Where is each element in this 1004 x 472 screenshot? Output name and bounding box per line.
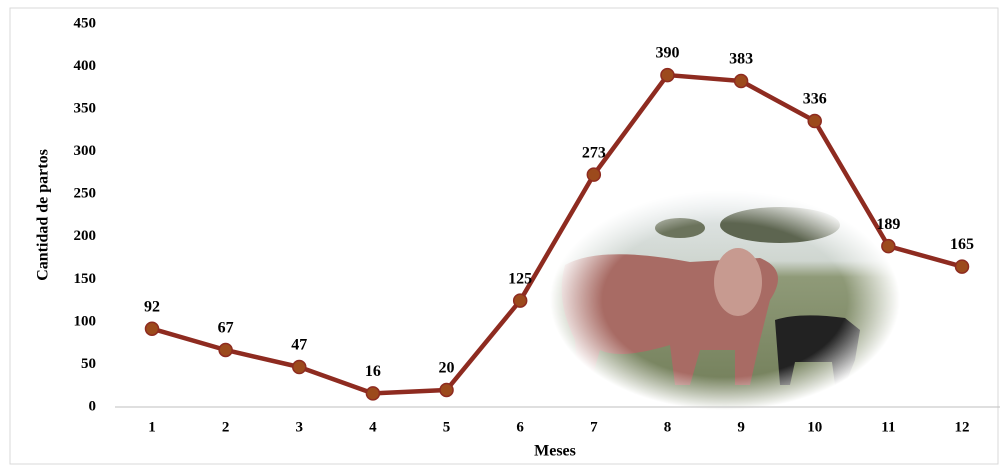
- data-label: 125: [508, 270, 532, 287]
- y-tick-label: 200: [74, 228, 97, 244]
- data-point: [586, 167, 602, 182]
- data-label: 273: [582, 144, 606, 161]
- x-tick-label: 8: [664, 419, 672, 435]
- data-point: [807, 113, 822, 129]
- data-point: [733, 73, 749, 89]
- data-label: 47: [291, 337, 307, 354]
- data-point: [144, 321, 160, 336]
- y-tick-label: 350: [74, 101, 97, 117]
- data-label: 390: [655, 45, 679, 62]
- y-tick-label: 450: [74, 15, 97, 31]
- background-photo: [540, 185, 910, 415]
- data-label: 189: [876, 216, 900, 233]
- data-point: [292, 359, 307, 375]
- data-label: 383: [729, 51, 753, 68]
- data-label: 16: [365, 363, 381, 380]
- x-tick-label: 3: [296, 419, 304, 435]
- x-tick-label: 9: [737, 419, 745, 435]
- data-line: [151, 72, 963, 396]
- x-tick-label: 11: [881, 419, 895, 435]
- x-tick-label: 7: [590, 419, 598, 435]
- data-point: [512, 293, 528, 308]
- data-label: 20: [439, 360, 455, 377]
- data-point: [365, 386, 381, 401]
- data-label: 92: [144, 298, 160, 315]
- x-axis-title: Meses: [534, 443, 576, 460]
- x-tick-label: 10: [807, 419, 822, 435]
- data-label: 67: [218, 320, 234, 337]
- y-tick-label: 300: [74, 143, 97, 159]
- y-tick-label: 100: [74, 313, 97, 329]
- x-tick-label: 4: [369, 419, 377, 435]
- y-tick-label: 250: [74, 186, 97, 202]
- y-tick-label: 150: [74, 271, 97, 287]
- x-tick-label: 6: [516, 419, 524, 435]
- x-tick-label: 12: [955, 419, 970, 435]
- y-tick-label: 400: [74, 58, 97, 74]
- data-label: 165: [950, 236, 974, 253]
- data-point: [954, 259, 970, 274]
- x-tick-label: 2: [222, 419, 230, 435]
- data-point: [881, 238, 896, 254]
- y-axis-title: Cantidad de partos: [35, 149, 52, 281]
- y-tick-label: 0: [89, 398, 97, 414]
- chart-border: [9, 7, 999, 465]
- x-tick-label: 1: [148, 419, 156, 435]
- x-tick-label: 5: [443, 419, 451, 435]
- data-point: [218, 342, 233, 358]
- data-label: 336: [803, 91, 827, 108]
- data-point: [660, 67, 675, 83]
- data-point: [439, 382, 454, 398]
- y-tick-label: 50: [81, 356, 96, 372]
